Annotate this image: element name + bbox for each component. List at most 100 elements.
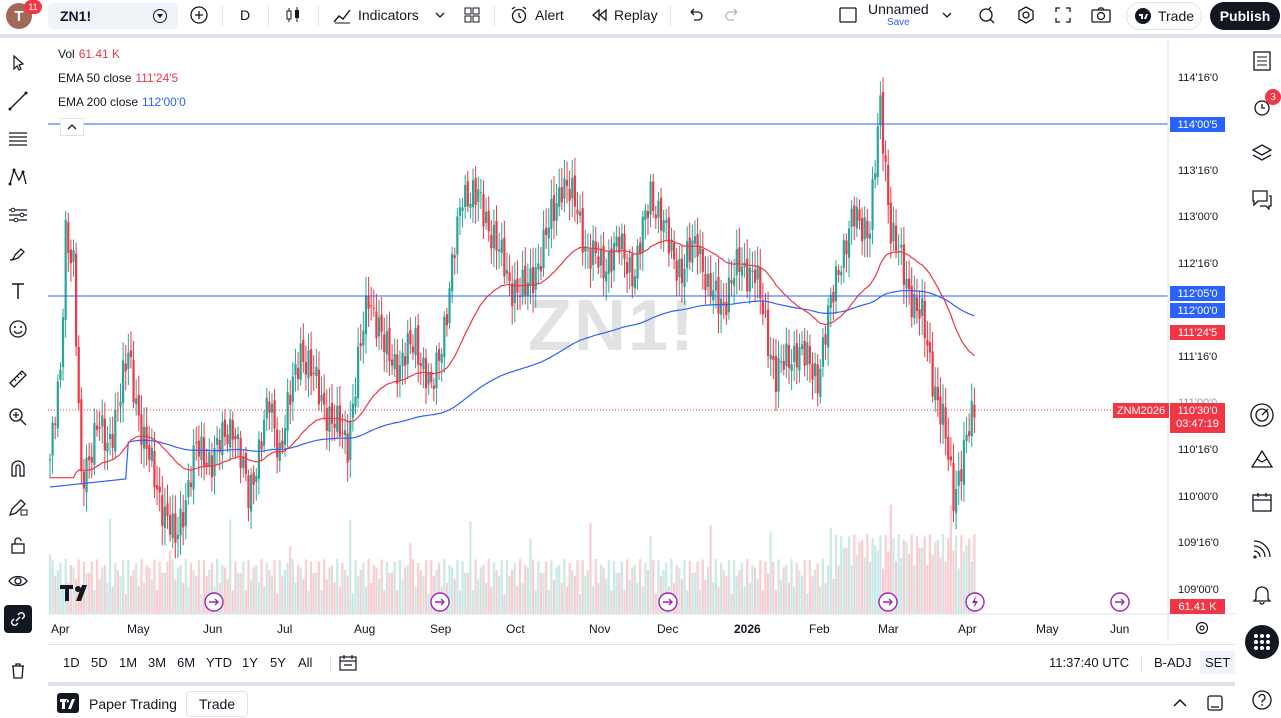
volume-bar: [377, 579, 381, 614]
templates-button[interactable]: [463, 0, 481, 30]
undo-button[interactable]: [686, 0, 704, 30]
alerts-button[interactable]: 3: [1247, 89, 1281, 122]
rollover-marker[interactable]: [203, 591, 225, 613]
technicals-button[interactable]: [1247, 400, 1277, 430]
calendar-button[interactable]: [1247, 487, 1277, 517]
stay-in-drawing-tool[interactable]: [4, 493, 32, 521]
ema50-legend[interactable]: EMA 50 close 111'24'5: [58, 71, 178, 85]
layout-name[interactable]: Unnamed Save: [868, 2, 929, 30]
rollover-marker[interactable]: [657, 591, 679, 613]
candle-body: [176, 534, 180, 540]
volume-bar: [471, 590, 475, 614]
collapse-legend-button[interactable]: [60, 118, 84, 136]
measure-tool[interactable]: [4, 365, 32, 393]
volume-bar: [735, 576, 738, 614]
resistance-mid-tag[interactable]: 112'05'0: [1170, 286, 1225, 301]
trade-button[interactable]: Trade: [1126, 2, 1202, 30]
paper-trading-tab[interactable]: Paper Trading: [89, 696, 177, 712]
streams-button[interactable]: [1247, 534, 1277, 564]
candle-body: [555, 203, 558, 221]
remove-drawings-tool[interactable]: [4, 657, 32, 685]
redo-button[interactable]: [724, 0, 742, 30]
volume-bar: [740, 563, 744, 614]
volume-bar: [526, 567, 529, 614]
range-all[interactable]: All: [298, 655, 313, 670]
resistance-top-tag[interactable]: 114'00'5: [1170, 117, 1225, 132]
rollover-marker[interactable]: [429, 591, 451, 613]
candle-body: [257, 439, 261, 479]
fib-tool[interactable]: [4, 125, 32, 153]
compare-symbol-icon[interactable]: [152, 8, 168, 24]
chevron-up-icon[interactable]: [1172, 696, 1188, 710]
range-5d[interactable]: 5D: [91, 655, 108, 670]
object-tree-button[interactable]: [1247, 138, 1277, 168]
alert-button[interactable]: Alert: [509, 0, 564, 30]
volume-bar: [675, 564, 678, 614]
text-tool[interactable]: [4, 277, 32, 305]
ideas-button[interactable]: [1247, 444, 1277, 474]
indicators-dropdown[interactable]: [434, 0, 446, 30]
chart-settings-button[interactable]: [1194, 620, 1210, 639]
volume-bar: [302, 579, 305, 614]
chart-pane[interactable]: [48, 38, 1235, 642]
range-1m[interactable]: 1M: [119, 655, 138, 670]
clock-timezone[interactable]: 11:37:40 UTC: [1049, 655, 1129, 670]
volume-bar: [659, 576, 663, 614]
goto-date-icon[interactable]: [338, 653, 358, 673]
back-adjust-toggle[interactable]: B-ADJ: [1154, 655, 1192, 670]
fullscreen-button[interactable]: [1054, 0, 1072, 30]
replay-button[interactable]: Replay: [590, 0, 658, 30]
volume-bar: [887, 551, 890, 614]
notifications-button[interactable]: [1247, 579, 1277, 609]
magnet-tool[interactable]: [4, 454, 32, 482]
pattern-tool[interactable]: [4, 163, 32, 191]
session-toggle[interactable]: SET: [1200, 651, 1236, 674]
range-ytd[interactable]: YTD: [206, 655, 232, 670]
products-button[interactable]: [1245, 625, 1279, 659]
trend-line-tool[interactable]: [4, 87, 32, 115]
quick-search-button[interactable]: [977, 0, 997, 30]
brush-tool[interactable]: [4, 239, 32, 267]
prediction-tool[interactable]: [4, 201, 32, 229]
volume-bar: [278, 560, 281, 614]
rollover-marker[interactable]: [877, 591, 899, 613]
publish-button[interactable]: Publish: [1210, 2, 1280, 30]
snapshot-button[interactable]: [1090, 0, 1112, 30]
rollover-marker[interactable]: [1109, 591, 1131, 613]
volume-bar: [584, 576, 587, 614]
chart-type-button[interactable]: [284, 0, 302, 30]
range-3m[interactable]: 3M: [148, 655, 167, 670]
range-6m[interactable]: 6M: [177, 655, 196, 670]
volume-bar: [137, 586, 140, 614]
add-symbol-button[interactable]: [189, 0, 209, 30]
range-1d[interactable]: 1D: [63, 655, 80, 670]
volume-legend[interactable]: Vol 61.41 K: [58, 47, 120, 61]
interval-button[interactable]: D: [240, 0, 250, 30]
layout-dropdown[interactable]: [941, 0, 953, 30]
indicators-button[interactable]: Indicators: [332, 0, 419, 30]
volume-bar: [955, 535, 958, 614]
volume-bar: [550, 559, 553, 614]
volume-bar: [761, 590, 764, 614]
maximize-panel-icon[interactable]: [1206, 694, 1224, 712]
chats-button[interactable]: [1247, 184, 1277, 214]
symbol-search[interactable]: ZN1!: [48, 3, 178, 29]
footer-trade-tab[interactable]: Trade: [186, 691, 249, 717]
range-1y[interactable]: 1Y: [242, 655, 258, 670]
volume-bar: [114, 563, 117, 614]
zoom-tool[interactable]: [4, 403, 32, 431]
tradingview-logo[interactable]: [60, 583, 94, 609]
help-button[interactable]: [1247, 685, 1277, 715]
earnings-flash-marker[interactable]: [964, 591, 986, 613]
ema200-legend[interactable]: EMA 200 close 112'00'0: [58, 95, 186, 109]
layout-checkbox[interactable]: [838, 0, 858, 30]
lock-drawings-tool[interactable]: [4, 531, 32, 559]
range-5y[interactable]: 5Y: [270, 655, 286, 670]
hide-drawings-tool[interactable]: [4, 567, 32, 595]
emoji-tool[interactable]: [4, 315, 32, 343]
watchlist-button[interactable]: [1247, 46, 1277, 76]
candle-body: [923, 301, 926, 339]
cursor-tool[interactable]: [4, 49, 32, 77]
link-tool[interactable]: [4, 605, 32, 633]
settings-button[interactable]: [1016, 0, 1036, 30]
